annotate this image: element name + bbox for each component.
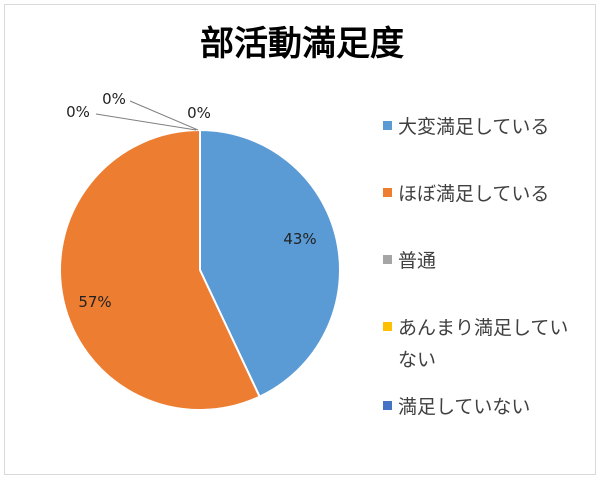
legend-swatch-1 [383,121,392,130]
pie-slice-2 [59,128,261,411]
chart-title: 部活動満足度 [200,24,404,64]
leader-line-4 [129,100,199,131]
legend-label-5: 満足していない [398,396,530,418]
data-label-3: 0% [66,103,90,121]
data-label-5: 0% [187,104,211,122]
legend-swatch-4 [383,322,392,331]
legend-swatch-2 [383,188,392,197]
legend-label-4: あんまり満足してい [398,317,568,339]
legend-swatch-3 [383,255,392,264]
data-label-4: 0% [102,90,126,108]
legend-label-3: 普通 [398,250,436,272]
legend-label-1: 大変満足している [398,116,549,138]
data-label-1: 43% [283,230,316,248]
leader-line-3 [95,113,197,131]
legend-label-4: ない [398,349,436,371]
legend-label-2: ほぼ満足している [398,183,549,205]
pie-slice-1 [199,128,341,399]
data-label-2: 57% [78,293,111,311]
legend-swatch-5 [383,401,392,410]
